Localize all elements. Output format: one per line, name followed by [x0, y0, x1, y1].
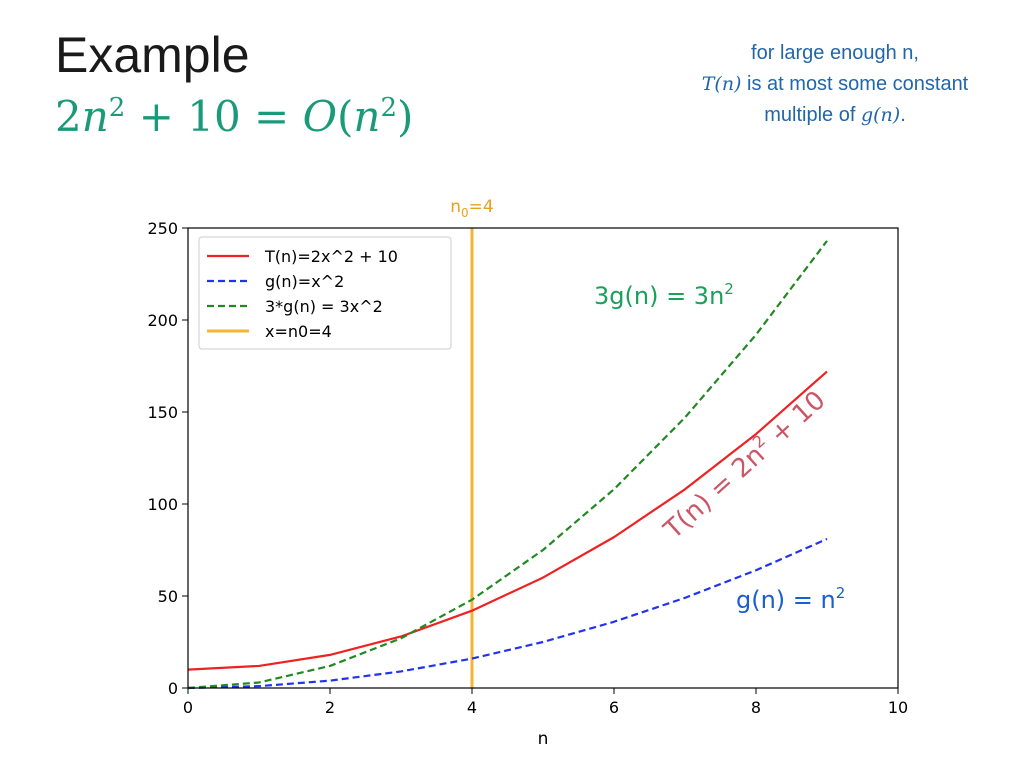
y-tick-label: 150: [147, 403, 178, 422]
series-line-t-n-2x-2-10: [187, 370, 828, 671]
note-text-3-end: .: [900, 104, 906, 126]
n0-label-sub: 0: [461, 206, 469, 220]
slide-title: Example: [55, 27, 250, 83]
axes-frame: [187, 227, 899, 689]
series-layer: [187, 240, 828, 690]
annotation-g: g(n) = n2: [736, 584, 845, 614]
formula-arg-exponent: 2: [380, 93, 398, 123]
annotation-3g-text: 3g(n) = 3n: [594, 282, 724, 310]
annotation-g-text: g(n) = n: [736, 586, 836, 614]
annotation-3g: 3g(n) = 3n2: [594, 280, 734, 310]
n0-label-rest: =4: [469, 197, 494, 217]
big-o-formula: 2n2 + 10 = O(n2): [55, 95, 413, 138]
legend-label-t-n-2x-2-10: T(n)=2x^2 + 10: [264, 247, 398, 266]
x-tick-label: 8: [751, 698, 761, 717]
formula-paren-close: ): [397, 92, 414, 141]
x-tick-label: 4: [467, 698, 477, 717]
note-line-2: T(n) is at most some constant: [620, 69, 1024, 100]
annotation-t-text-a: T(n) = 2n: [658, 440, 771, 546]
x-tick-label: 2: [325, 698, 335, 717]
y-tick-label: 250: [147, 219, 178, 238]
note-math-g: g(n): [860, 104, 901, 126]
legend-label-3-g-n-3x-2: 3*g(n) = 3x^2: [265, 297, 383, 316]
n0-top-label: n0=4: [450, 197, 493, 220]
annotation-t-text-b: + 10: [758, 385, 831, 455]
legend-label-x-n0-4: x=n0=4: [265, 322, 332, 341]
x-tick-label: 6: [609, 698, 619, 717]
note-text-3: multiple of: [764, 104, 861, 126]
formula-coefficient: 2: [55, 92, 82, 141]
n0-label-base: n: [450, 197, 461, 217]
note-math-t: T(n): [701, 73, 742, 95]
annotation-g-sup: 2: [836, 584, 846, 602]
formula-variable: n: [81, 92, 109, 141]
y-tick-label: 200: [147, 311, 178, 330]
formula-big-o: O: [302, 92, 338, 141]
formula-constant: + 10 =: [125, 92, 303, 141]
legend: T(n)=2x^2 + 10 g(n)=x^2 3*g(n) = 3x^2 x=n0=…: [198, 236, 452, 350]
x-axis-label: n: [538, 729, 549, 749]
x-tick-label: 0: [183, 698, 193, 717]
y-tick-label: 50: [158, 587, 178, 606]
annotation-t: T(n) = 2n2 + 10: [656, 383, 832, 546]
legend-label-g-n-x-2: g(n)=x^2: [265, 272, 344, 291]
series-line-g-n-x-2: [187, 537, 828, 690]
formula-arg-variable: n: [353, 92, 381, 141]
legend-box: [198, 236, 452, 350]
note-line-3: multiple of g(n).: [620, 100, 1024, 131]
x-tick-label: 10: [888, 698, 908, 717]
formula-exponent: 2: [108, 93, 126, 123]
note-line-1: for large enough n,: [751, 42, 919, 64]
series-line-3-g-n-3x-2: [187, 240, 828, 690]
y-tick-label: 100: [147, 495, 178, 514]
y-tick-label: 0: [168, 679, 178, 698]
annotation-3g-sup: 2: [724, 280, 734, 298]
note-text-2: is at most some constant: [741, 73, 969, 95]
formula-paren-open: (: [337, 92, 354, 141]
definition-note: for large enough n, T(n) is at most some…: [620, 38, 1024, 131]
